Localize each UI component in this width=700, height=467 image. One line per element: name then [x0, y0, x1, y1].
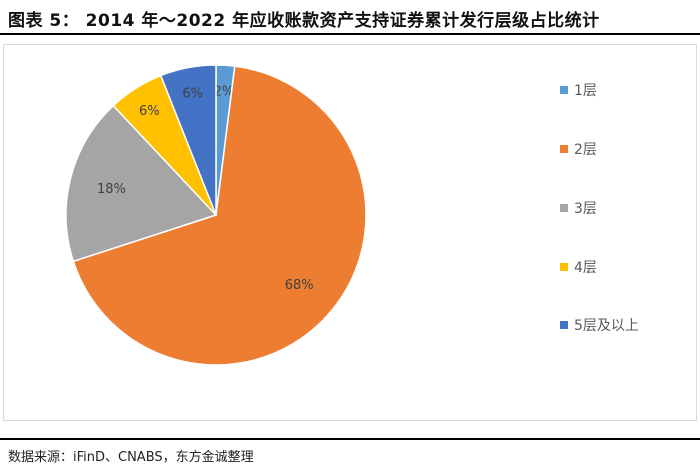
legend-item-5: 5层及以上 [560, 315, 639, 335]
figure-title: 图表 5： 2014 年～2022 年应收账款资产支持证券累计发行层级占比统计 [8, 11, 600, 31]
pie-data-label-1: 2% [214, 85, 235, 100]
pie-slice-5 [159, 64, 217, 216]
legend-swatch-3 [560, 204, 568, 212]
pie-data-label-4: 6% [139, 104, 160, 119]
pie-data-label-2: 68% [285, 278, 314, 293]
pie-data-label-3: 18% [97, 182, 126, 197]
pie-data-label-5: 6% [182, 87, 203, 102]
legend-label-3: 3层 [574, 201, 597, 217]
legend-label-4: 4层 [574, 260, 597, 276]
legend-item-3: 3层 [560, 198, 597, 218]
pie-slice-3 [65, 104, 218, 263]
legend-label-2: 2层 [574, 142, 597, 158]
legend-swatch-1 [560, 86, 568, 94]
legend-item-4: 4层 [560, 257, 597, 277]
pie-slice-2 [72, 65, 367, 366]
source-note: 数据来源：iFinD、CNABS，东方金诚整理 [8, 450, 254, 465]
legend-swatch-2 [560, 145, 568, 153]
legend-label-5: 5层及以上 [574, 318, 639, 334]
legend-swatch-5 [560, 321, 568, 329]
top-rule [0, 33, 700, 35]
legend-swatch-4 [560, 263, 568, 271]
bottom-rule [0, 438, 700, 440]
legend-label-1: 1层 [574, 83, 597, 99]
legend-item-2: 2层 [560, 139, 597, 159]
legend-item-1: 1层 [560, 80, 597, 100]
